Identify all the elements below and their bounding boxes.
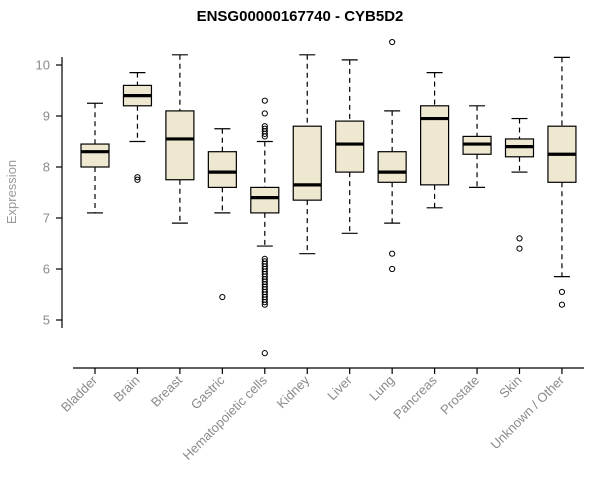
x-tick-label: Pancreas: [390, 372, 440, 422]
y-tick-label: 9: [43, 109, 50, 124]
x-tick-label: Bladder: [58, 372, 101, 415]
box: [165, 110, 195, 181]
outlier-point: [389, 38, 396, 46]
x-tick-label: Breast: [148, 372, 185, 409]
y-axis-label: Expression: [4, 160, 19, 224]
box: [377, 151, 407, 183]
box-group-kidney: [292, 54, 322, 255]
box-group-hematopoietic-cells: [250, 97, 280, 357]
y-tick-label: 8: [43, 160, 50, 175]
box-group-liver: [335, 59, 365, 234]
x-tick-label: Brain: [110, 373, 142, 405]
outlier-point: [261, 350, 268, 357]
x-tick-label: Unknown / Other: [487, 372, 567, 452]
outlier-point: [389, 265, 396, 273]
box-group-prostate: [462, 105, 492, 188]
outlier-point: [134, 176, 141, 183]
outlier-point: [261, 130, 268, 137]
box: [80, 143, 110, 168]
outlier-point: [558, 288, 566, 296]
x-tick-label: Skin: [496, 373, 524, 401]
outlier-point: [516, 235, 523, 242]
outlier-point: [261, 133, 268, 140]
outlier-point: [261, 97, 268, 104]
outlier-point: [261, 301, 268, 308]
box: [207, 151, 237, 188]
x-tick-label: Kidney: [274, 372, 313, 411]
box-group-skin: [504, 117, 535, 252]
outlier-point: [558, 301, 566, 308]
box-group-brain: [122, 72, 153, 183]
x-tick-label: Lung: [366, 373, 397, 404]
outlier-point: [261, 299, 268, 306]
box-group-unknown-other: [547, 56, 577, 308]
y-tick-label: 6: [43, 262, 50, 277]
chart-title: ENSG00000167740 - CYB5D2: [197, 8, 404, 25]
outlier-point: [516, 245, 523, 252]
box-group-breast: [165, 54, 195, 224]
box: [292, 125, 322, 201]
box: [250, 186, 280, 214]
x-tick-label: Gastric: [188, 372, 228, 412]
outlier-point: [134, 174, 141, 181]
box: [335, 120, 365, 173]
box-group-gastric: [207, 128, 237, 301]
x-tick-label: Liver: [324, 372, 355, 403]
outlier-point: [389, 250, 396, 257]
outlier-point: [219, 293, 226, 301]
box-group-bladder: [80, 102, 110, 214]
plot-area: 5 6 7 8 9 10 Bladder Brain Breast GastricHematopo…: [36, 38, 584, 463]
outlier-point: [261, 110, 268, 117]
box-group-pancreas: [420, 72, 450, 209]
y-tick-label: 7: [43, 211, 50, 226]
x-tick-label: Hematopoietic cells: [180, 372, 271, 463]
box-group-lung: [377, 38, 407, 273]
x-tick-label: Prostate: [437, 373, 482, 418]
y-tick-label: 10: [36, 58, 50, 73]
y-tick-label: 5: [43, 313, 50, 328]
